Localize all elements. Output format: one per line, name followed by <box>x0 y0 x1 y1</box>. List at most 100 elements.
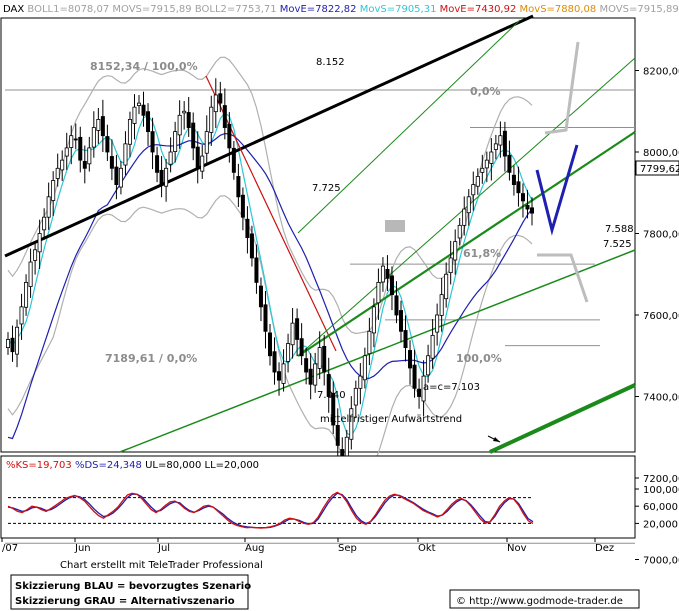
price-tick-label: 8000,00 <box>643 148 679 159</box>
candle-body <box>118 167 123 188</box>
created-with-label: Chart erstellt mit TeleTrader Profession… <box>60 560 263 571</box>
candle-body <box>64 147 69 157</box>
candle-body <box>489 151 494 164</box>
scenario-legend: Skizzierung BLAU = bevorzugtes Szenario … <box>10 574 251 610</box>
annotation-label: 7.588 <box>605 224 634 235</box>
price-tick-label: 7000,00 <box>643 556 679 567</box>
candle-body <box>457 224 462 239</box>
candle-body <box>530 207 535 214</box>
annotation-label: 8152,34 / 100,0% <box>90 60 198 73</box>
candle-body <box>353 387 358 406</box>
price-pane: 8152,34 / 100,0% 8.152 0,0% 7.725 7.588 7.525… <box>0 14 636 544</box>
annotation-label: 100,0% <box>456 352 502 365</box>
header-item: MovE=7430,92 <box>440 4 520 15</box>
candle-body <box>236 176 241 198</box>
candle-body <box>96 119 101 131</box>
osc-header-item: LL=20,000 <box>205 460 260 471</box>
annotations: 8152,34 / 100,0% 8.152 0,0% 7.725 7.588 7.525… <box>90 57 634 425</box>
candle-body <box>177 114 182 136</box>
candle-body <box>326 374 331 397</box>
candle-body <box>480 167 485 173</box>
candle-body <box>403 330 408 348</box>
candle-body <box>123 143 128 166</box>
candle-body <box>114 166 119 185</box>
candle-body <box>109 156 114 169</box>
candle-body <box>371 306 376 334</box>
candle-body <box>385 268 390 279</box>
candle-body <box>484 159 489 169</box>
candle-body <box>168 151 173 165</box>
candle-body <box>146 111 151 133</box>
annotation-arrowhead <box>493 437 500 442</box>
candle-body <box>24 281 29 308</box>
candle-body <box>412 364 417 389</box>
time-axis: /07 Jun Jul Aug Sep Okt Nov Dez <box>1 537 635 554</box>
candle-body <box>132 106 137 124</box>
osc-ks-line <box>7 491 534 529</box>
candle-body <box>389 275 394 296</box>
candle-body <box>204 131 209 154</box>
candle-body <box>231 147 236 173</box>
header-item: MovE=7822,82 <box>280 4 360 15</box>
copyright-link[interactable]: © http://www.godmode-trader.de <box>456 596 623 607</box>
candle-body <box>263 304 268 332</box>
candle-body <box>380 265 385 283</box>
candle-body <box>335 425 340 446</box>
annotation-label: 8.152 <box>316 57 345 68</box>
candle-body <box>33 249 38 261</box>
month-label: Jun <box>74 543 91 554</box>
header-item: BOLL2=7753,71 <box>195 4 280 15</box>
indicator-header: DAX BOLL1=8078,07 MOVS=7915,89 BOLL2=775… <box>3 4 679 15</box>
candle-body <box>55 167 60 179</box>
trend-channel-mid <box>297 57 636 357</box>
candle-body <box>466 196 471 214</box>
price-tick-label: 7400,00 <box>643 393 679 404</box>
last-price-box: 7799,62 <box>635 160 679 176</box>
candle-body <box>227 123 232 149</box>
candle-body <box>37 233 42 253</box>
candle-body <box>136 102 141 106</box>
trendline-black <box>4 14 534 258</box>
candle-body <box>182 110 187 114</box>
candle-body <box>511 174 516 185</box>
candle-body <box>525 204 530 210</box>
trendline-long-green <box>119 249 636 453</box>
legend-blue: Skizzierung BLAU = bevorzugtes Szenario <box>15 581 251 592</box>
candle-body <box>475 176 480 187</box>
oscillator-axis: 100,000 60,000 20,000 <box>635 485 679 530</box>
candle-body <box>69 135 74 148</box>
support-box <box>385 220 405 232</box>
candle-body <box>267 332 272 357</box>
candle-body <box>277 371 282 381</box>
candle-body <box>127 119 132 145</box>
price-tick-label: 7200,00 <box>643 474 679 485</box>
candle-body <box>73 138 78 141</box>
candle-body <box>516 181 521 194</box>
candle-body <box>462 208 467 226</box>
annotation-label: 7.725 <box>312 183 341 194</box>
month-label: Okt <box>418 543 436 554</box>
osc-header-item: %KS=19,703 <box>6 460 75 471</box>
candle-body <box>91 127 96 148</box>
header-item: MovS=7880,08 <box>520 4 600 15</box>
candle-body <box>430 334 435 359</box>
osc-tick-label: 60,000 <box>643 502 678 513</box>
candle-body <box>15 326 20 355</box>
month-label: Aug <box>245 543 265 554</box>
candle-body <box>10 337 15 353</box>
candle-body <box>507 154 512 173</box>
month-label: Sep <box>338 543 357 554</box>
candle-body <box>254 257 259 283</box>
candle-body <box>150 131 155 153</box>
candle-body <box>159 169 164 185</box>
annotation-label: 7.040 <box>317 390 346 401</box>
annotation-label: a=c=7.103 <box>423 382 480 393</box>
candle-body <box>313 363 318 386</box>
candle-body <box>82 160 87 169</box>
annotation-label: 7189,61 / 0,0% <box>105 352 197 365</box>
candle-body <box>308 368 313 385</box>
candle-body <box>272 351 277 373</box>
candle-body <box>245 218 250 238</box>
candle-body <box>60 159 65 171</box>
